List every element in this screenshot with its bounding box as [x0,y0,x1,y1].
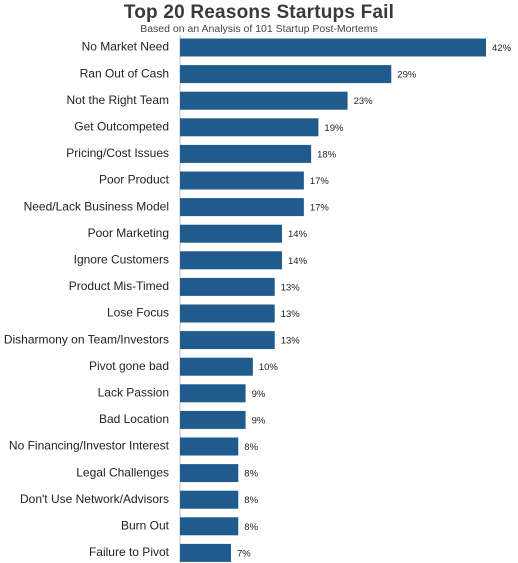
bar [180,517,239,536]
bar [180,38,486,57]
value-label: 13% [281,282,301,293]
bars-group: No Market Need 42% Ran Out of Cash 29% Not t… [4,38,512,562]
value-label: 8% [244,522,258,533]
bar [180,304,275,323]
category-label: Product Mis-Timed [69,279,169,293]
category-label: Disharmony on Team/Investors [4,332,169,346]
bar [180,198,304,217]
value-label: 8% [244,495,258,506]
value-label: 7% [237,548,251,559]
chart-subtitle: Based on an Analysis of 101 Startup Post… [140,23,378,35]
category-label: Ran Out of Cash [80,66,169,80]
bar [180,171,304,190]
value-label: 14% [288,229,308,240]
bar [180,144,312,163]
category-label: Bad Location [99,412,169,426]
category-label: Not the Right Team [67,93,170,107]
category-label: Failure to Pivot [89,545,170,559]
bar [180,490,239,509]
bar [180,118,319,137]
category-label: Pricing/Cost Issues [66,146,169,160]
category-label: Don't Use Network/Advisors [20,492,169,506]
bar [180,357,253,376]
bar [180,277,275,296]
value-label: 13% [281,309,301,320]
bar [180,251,282,270]
bar [180,91,348,110]
bar [180,384,246,403]
value-label: 13% [281,336,301,347]
category-label: Pivot gone bad [89,359,169,373]
category-label: Poor Marketing [88,226,169,240]
category-label: Need/Lack Business Model [24,199,169,213]
value-label: 18% [317,149,337,160]
value-label: 8% [244,469,258,480]
value-label: 10% [259,362,279,373]
bar [180,410,246,429]
value-label: 23% [354,96,374,107]
value-label: 9% [252,389,266,400]
category-label: Lose Focus [107,306,169,320]
value-label: 42% [492,43,512,54]
value-label: 14% [288,256,308,267]
value-label: 17% [310,176,330,187]
category-label: Poor Product [99,173,170,187]
chart-title: Top 20 Reasons Startups Fail [123,2,395,23]
value-label: 9% [252,415,266,426]
category-label: No Market Need [82,40,169,54]
bar [180,65,392,84]
value-label: 8% [244,442,258,453]
value-label: 29% [397,70,417,81]
bar [180,437,239,456]
bar [180,543,231,562]
category-label: Burn Out [121,518,170,532]
category-label: Legal Challenges [76,465,169,479]
value-label: 17% [310,203,330,214]
category-label: Get Outcompeted [74,119,169,133]
category-label: No Financing/Investor Interest [9,439,170,453]
bar [180,331,275,350]
value-label: 19% [324,123,344,134]
category-label: Lack Passion [98,385,169,399]
bar [180,464,239,483]
category-label: Ignore Customers [74,252,169,266]
bar [180,224,282,243]
